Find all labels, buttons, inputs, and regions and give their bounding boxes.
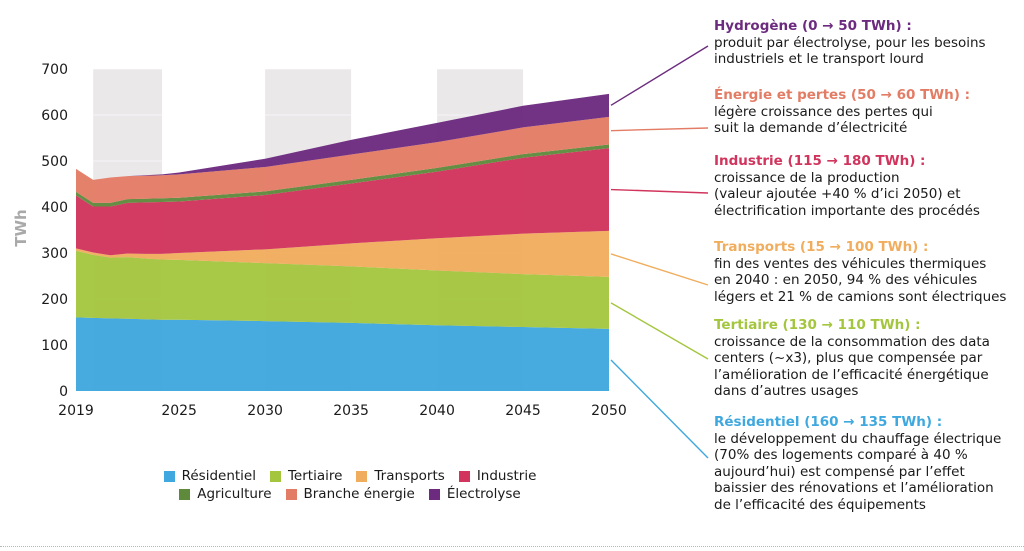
x-tick-label: 2025 <box>161 403 197 419</box>
annotation-block: Résidentiel (160 → 135 TWh) : le développ… <box>714 414 1019 513</box>
legend-item: Électrolyse <box>428 485 521 503</box>
x-tick-label: 2030 <box>247 403 283 419</box>
area-agriculture <box>76 144 609 207</box>
annotation-block: Tertiaire (130 → 110 TWh) : croissance de… <box>714 317 1019 400</box>
annotation-connector <box>610 253 709 286</box>
y-tick-label: 200 <box>41 292 68 308</box>
annotation-title: Résidentiel (160 → 135 TWh) : <box>714 414 943 430</box>
area-residentiel <box>76 317 609 391</box>
y-axis-ticks: 0 100 200 300 400 500 600 700 <box>41 62 68 400</box>
y-axis-label: TWh <box>12 209 30 246</box>
annotation-connector <box>610 359 709 459</box>
legend-label: Branche énergie <box>303 486 415 502</box>
legend-item: Transports <box>356 467 445 485</box>
annotation-text: le développement du chauffage électrique… <box>714 430 1002 513</box>
legend-label: Transports <box>374 468 445 484</box>
annotation-title: Énergie et pertes (50 → 60 TWh) : <box>714 87 971 103</box>
annotation-text: légère croissance des pertes qui suit la… <box>714 103 933 137</box>
annotation-connectors <box>610 45 709 459</box>
annotation-text: fin des ventes des véhicules thermiques … <box>714 255 1007 305</box>
area-tertiaire <box>76 250 609 329</box>
legend-swatch <box>163 470 175 482</box>
x-tick-label: 2019 <box>58 403 94 419</box>
y-tick-label: 300 <box>41 246 68 262</box>
annotation-connector <box>610 45 709 106</box>
legend-item: Industrie <box>458 467 537 485</box>
annotation-text: produit par électrolyse, pour les besoin… <box>714 34 986 68</box>
area-electrolyse <box>76 93 609 180</box>
area-industrie <box>76 148 609 256</box>
annotation-title: Industrie (115 → 180 TWh) : <box>714 153 926 169</box>
y-tick-label: 400 <box>41 200 68 216</box>
annotation-text: croissance de la consommation des data c… <box>714 333 990 400</box>
legend-swatch <box>285 488 297 500</box>
legend-label: Résidentiel <box>181 468 256 484</box>
annotation-title: Tertiaire (130 → 110 TWh) : <box>714 317 921 333</box>
area-transports <box>76 230 609 277</box>
legend-label: Industrie <box>476 468 537 484</box>
y-tick-label: 700 <box>41 62 68 78</box>
bottom-dotted-divider <box>0 546 1024 547</box>
legend-swatch <box>269 470 281 482</box>
legend-row: Résidentiel Tertiaire Transports Industrie <box>150 467 550 485</box>
legend-swatch <box>179 488 191 500</box>
area-series <box>76 93 609 391</box>
annotation-block: Énergie et pertes (50 → 60 TWh) : légère … <box>714 87 1019 137</box>
x-axis-ticks: 2019 2025 2030 2035 2040 2045 2050 <box>58 403 627 419</box>
legend-label: Électrolyse <box>446 486 521 502</box>
annotation-block: Transports (15 → 100 TWh) : fin des vente… <box>714 239 1019 305</box>
annotation-title: Transports (15 → 100 TWh) : <box>714 239 929 255</box>
y-tick-label: 500 <box>41 154 68 170</box>
area-branche-energie <box>76 116 609 203</box>
annotation-block: Industrie (115 → 180 TWh) : croissance de… <box>714 153 1019 219</box>
legend-item: Agriculture <box>179 485 272 503</box>
legend-swatch <box>356 470 368 482</box>
legend-item: Tertiaire <box>269 467 343 485</box>
legend-item: Résidentiel <box>163 467 256 485</box>
annotation-connector <box>610 127 709 132</box>
y-tick-label: 100 <box>41 338 68 354</box>
x-tick-label: 2040 <box>419 403 455 419</box>
annotation-connector <box>610 188 709 194</box>
legend-row: Agriculture Branche énergie Électrolyse <box>150 485 550 503</box>
chart-legend: Résidentiel Tertiaire Transports Industrie … <box>150 467 550 503</box>
x-tick-label: 2045 <box>505 403 541 419</box>
y-tick-label: 0 <box>59 384 68 400</box>
annotation-block: Hydrogène (0 → 50 TWh) : produit par élec… <box>714 18 1019 68</box>
annotation-connector <box>610 302 709 360</box>
x-tick-label: 2035 <box>333 403 369 419</box>
legend-swatch <box>458 470 470 482</box>
legend-item: Branche énergie <box>285 485 415 503</box>
legend-label: Agriculture <box>197 486 272 502</box>
x-tick-label: 2050 <box>591 403 627 419</box>
annotation-text: croissance de la production (valeur ajou… <box>714 169 980 219</box>
legend-label: Tertiaire <box>287 468 343 484</box>
annotation-title: Hydrogène (0 → 50 TWh) : <box>714 18 912 34</box>
legend-swatch <box>428 488 440 500</box>
y-tick-label: 600 <box>41 108 68 124</box>
